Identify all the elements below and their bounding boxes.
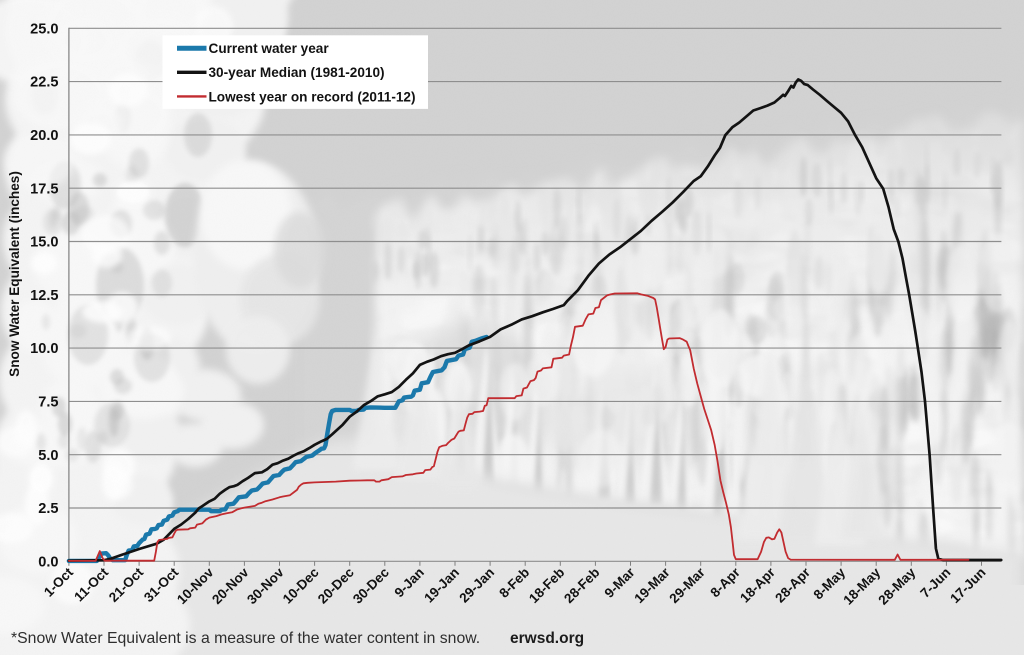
svg-text:5.0: 5.0 xyxy=(38,448,58,464)
svg-text:10.0: 10.0 xyxy=(30,341,58,357)
svg-text:22.5: 22.5 xyxy=(30,75,58,91)
svg-text:2.5: 2.5 xyxy=(38,501,58,517)
svg-text:0.0: 0.0 xyxy=(38,554,58,570)
svg-text:17.5: 17.5 xyxy=(30,181,58,197)
svg-text:*Snow Water Equivalent is a me: *Snow Water Equivalent is a measure of t… xyxy=(11,630,480,647)
svg-text:erwsd.org: erwsd.org xyxy=(510,630,584,647)
svg-text:25.0: 25.0 xyxy=(30,21,58,37)
svg-text:12.5: 12.5 xyxy=(30,288,58,304)
svg-text:7.5: 7.5 xyxy=(38,395,58,411)
svg-text:15.0: 15.0 xyxy=(30,235,58,251)
svg-text:Snow Water Equivalent (inches): Snow Water Equivalent (inches) xyxy=(7,171,22,377)
svg-text:30-year Median (1981-2010): 30-year Median (1981-2010) xyxy=(209,65,385,80)
svg-text:20.0: 20.0 xyxy=(30,128,58,144)
svg-text:Current water year: Current water year xyxy=(209,41,330,56)
svg-text:Lowest year on record (2011-12: Lowest year on record (2011-12) xyxy=(209,89,416,104)
